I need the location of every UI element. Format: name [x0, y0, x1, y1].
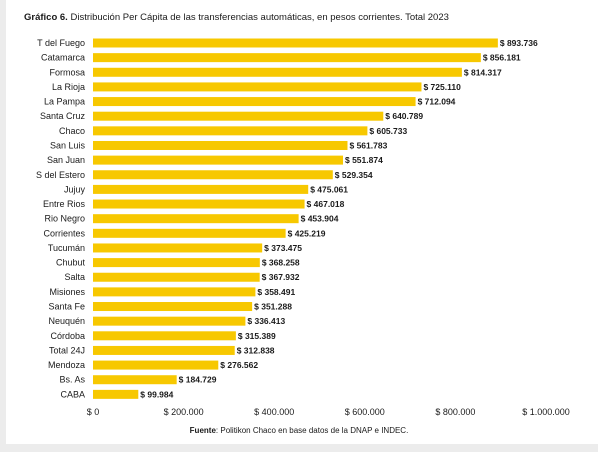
- bar: [93, 389, 139, 399]
- chart-title: Gráfico 6. Distribución Per Cápita de la…: [24, 12, 449, 23]
- bar: [93, 170, 333, 180]
- x-tick-label: $ 800.000: [435, 407, 475, 417]
- data-label: $ 425.219: [288, 228, 326, 238]
- bar: [93, 155, 343, 165]
- bar: [93, 375, 177, 385]
- bar: [93, 82, 422, 92]
- data-label: $ 351.288: [254, 302, 292, 312]
- bar: [93, 331, 236, 341]
- bar: [93, 287, 256, 297]
- source-text: : Politikon Chaco en base datos de la DN…: [215, 426, 409, 435]
- data-label: $ 551.874: [345, 155, 383, 165]
- category-label: Neuquén: [48, 316, 85, 326]
- x-tick-label: $ 200.000: [164, 407, 204, 417]
- data-label: $ 814.317: [464, 67, 502, 77]
- data-label: $ 725.110: [423, 82, 461, 92]
- category-label: Jujuy: [64, 184, 86, 194]
- category-label: San Juan: [47, 155, 85, 165]
- bar: [93, 111, 384, 121]
- data-label: $ 184.729: [179, 375, 217, 385]
- category-label: Santa Cruz: [40, 111, 86, 121]
- data-label: $ 312.838: [237, 345, 275, 355]
- category-label: Entre Rios: [43, 199, 86, 209]
- category-label: CABA: [60, 389, 85, 399]
- data-label: $ 453.904: [301, 214, 339, 224]
- data-label: $ 605.733: [369, 126, 407, 136]
- x-tick-label: $ 400.000: [254, 407, 294, 417]
- chart-title-prefix: Gráfico 6.: [24, 12, 68, 23]
- data-label: $ 368.258: [262, 258, 300, 268]
- bar: [93, 228, 286, 238]
- category-label: Salta: [64, 272, 85, 282]
- bar: [93, 126, 368, 136]
- left-gray-strip: [0, 0, 6, 452]
- bar: [93, 199, 305, 209]
- data-label: $ 640.789: [385, 111, 423, 121]
- category-label: Tucumán: [48, 243, 85, 253]
- data-label: $ 373.475: [264, 243, 302, 253]
- x-tick-label: $ 600.000: [345, 407, 385, 417]
- category-label: Mendoza: [48, 360, 85, 370]
- bar: [93, 97, 416, 107]
- bar: [93, 214, 299, 224]
- bar: [93, 258, 260, 268]
- category-label: Bs. As: [59, 375, 85, 385]
- category-label: Santa Fe: [48, 302, 85, 312]
- bar: [93, 243, 263, 253]
- data-label: $ 856.181: [483, 53, 521, 63]
- data-label: $ 467.018: [307, 199, 345, 209]
- category-label: La Rioja: [52, 82, 85, 92]
- category-label: Misiones: [49, 287, 85, 297]
- category-label: Formosa: [49, 67, 85, 77]
- data-label: $ 276.562: [220, 360, 258, 370]
- bar: [93, 38, 498, 48]
- source-label: Fuente: [189, 426, 216, 435]
- data-label: $ 358.491: [257, 287, 295, 297]
- bar: [93, 360, 219, 370]
- x-tick-label: $ 1.000.000: [522, 407, 570, 417]
- bar: [93, 184, 309, 194]
- bar: [93, 272, 260, 282]
- bar: [93, 53, 481, 63]
- x-tick-label: $ 0: [87, 407, 100, 417]
- chart-title-text: Distribución Per Cápita de las transfere…: [70, 12, 449, 23]
- category-label: San Luis: [50, 140, 86, 150]
- category-label: T del Fuego: [37, 38, 85, 48]
- category-label: Rio Negro: [44, 214, 85, 224]
- category-label: La Pampa: [44, 97, 85, 107]
- bar: [93, 140, 348, 150]
- data-label: $ 336.413: [247, 316, 285, 326]
- source-note: Fuente: Politikon Chaco en base datos de…: [0, 426, 598, 435]
- bar: [93, 67, 462, 77]
- data-label: $ 367.932: [262, 272, 300, 282]
- data-label: $ 99.984: [140, 389, 173, 399]
- category-label: Corrientes: [43, 228, 85, 238]
- bottom-gray-strip: [0, 444, 598, 452]
- category-label: Chaco: [59, 126, 85, 136]
- category-label: Córdoba: [50, 331, 85, 341]
- data-label: $ 315.389: [238, 331, 276, 341]
- category-label: Catamarca: [41, 53, 85, 63]
- data-label: $ 561.783: [349, 140, 387, 150]
- category-label: Total 24J: [49, 345, 85, 355]
- category-label: Chubut: [56, 258, 86, 268]
- bar: [93, 316, 246, 326]
- data-label: $ 475.061: [310, 184, 348, 194]
- bar: [93, 345, 235, 355]
- data-label: $ 893.736: [500, 38, 538, 48]
- data-label: $ 712.094: [418, 97, 456, 107]
- category-label: S del Estero: [36, 170, 85, 180]
- bar: [93, 302, 253, 312]
- data-label: $ 529.354: [335, 170, 373, 180]
